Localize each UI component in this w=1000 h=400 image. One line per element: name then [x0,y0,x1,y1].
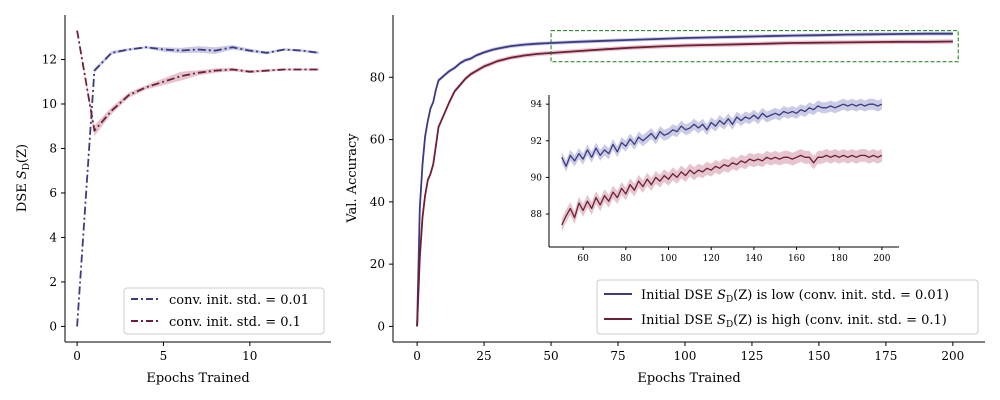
y-tick-label: 40 [370,195,385,209]
series-line-low [561,103,883,168]
y-tick-label: 12 [42,52,57,66]
y-tick-label: 4 [49,230,57,244]
dse-lines [76,30,320,327]
series-band-low [77,45,319,327]
accuracy-y-ticks: 0 20 40 60 80 [370,70,393,333]
x-tick-label: 100 [674,349,697,363]
y-tick-label: 6 [49,186,57,200]
inset-y-ticks: 88 90 92 94 [531,100,549,220]
x-tick-label: 75 [610,349,625,363]
y-tick-label: 92 [531,137,542,147]
series-line-high [76,30,319,132]
x-tick-label: 120 [703,254,720,264]
x-tick-label: 180 [831,254,848,264]
y-tick-label: 94 [531,100,543,110]
y-tick-label: 2 [49,275,57,289]
y-tick-label: 0 [377,319,385,333]
dse-y-axis-title: DSE SD(Z) [15,144,32,212]
series-band-high [561,149,882,232]
x-tick-label: 5 [160,349,168,363]
x-tick-label: 25 [476,349,491,363]
y-tick-label: 8 [49,141,57,155]
x-tick-label: 0 [73,349,81,363]
x-tick-label: 175 [874,349,897,363]
y-tick-label: 60 [370,133,385,147]
x-tick-label: 10 [242,349,257,363]
y-tick-label: 0 [49,319,57,333]
x-tick-label: 0 [413,349,421,363]
dse-x-axis-title: Epochs Trained [146,371,249,386]
series-line-low [76,46,320,327]
inset-x-ticks: 60 80 100 120 140 160 180 200 [577,247,891,264]
inset-lines [561,103,883,226]
y-tick-label: 80 [370,70,385,84]
series-band-high [77,30,319,137]
x-tick-label: 200 [873,254,890,264]
accuracy-chart: 0 25 50 75 100 125 150 175 200 0 20 40 60 80 Epochs … [345,15,985,386]
dse-bands [77,30,319,327]
accuracy-x-ticks: 0 25 50 75 100 125 150 175 200 [413,342,964,363]
accuracy-x-axis-title: Epochs Trained [637,371,740,386]
y-tick-label: 88 [531,210,543,220]
x-tick-label: 150 [807,349,830,363]
legend-label-acc-high: Initial DSE SD(Z) is high (conv. init. s… [641,313,947,330]
legend-label-acc-low: Initial DSE SD(Z) is low (conv. init. st… [641,288,949,305]
y-tick-label: 20 [370,257,385,271]
legend-label-low: conv. init. std. = 0.01 [169,293,309,308]
x-tick-label: 50 [543,349,558,363]
series-line-high [561,154,883,226]
accuracy-legend: Initial DSE SD(Z) is low (conv. init. st… [596,279,979,335]
series-line-low [416,32,953,327]
x-tick-label: 80 [620,254,632,264]
y-tick-label: 90 [531,173,543,183]
x-tick-label: 200 [941,349,964,363]
dse-y-ticks: 0 2 4 6 8 10 12 [42,52,65,333]
x-tick-label: 160 [788,254,805,264]
y-tick-label: 10 [42,97,57,111]
x-tick-label: 125 [740,349,763,363]
accuracy-lines [416,32,953,327]
legend-label-high: conv. init. std. = 0.1 [169,315,301,330]
x-tick-label: 140 [745,254,762,264]
dse-legend: conv. init. std. = 0.01 conv. init. std.… [123,287,325,335]
zoom-region-box [550,30,959,63]
inset-chart: 60 80 100 120 140 160 180 200 88 90 92 94 [531,95,899,264]
series-band-low [561,98,882,172]
inset-bands [561,98,882,232]
x-tick-label: 100 [660,254,677,264]
x-tick-label: 60 [577,254,589,264]
accuracy-y-axis-title: Val. Accuracy [345,133,360,224]
dse-x-ticks: 0 5 10 [73,342,257,363]
series-line-high [416,40,953,327]
